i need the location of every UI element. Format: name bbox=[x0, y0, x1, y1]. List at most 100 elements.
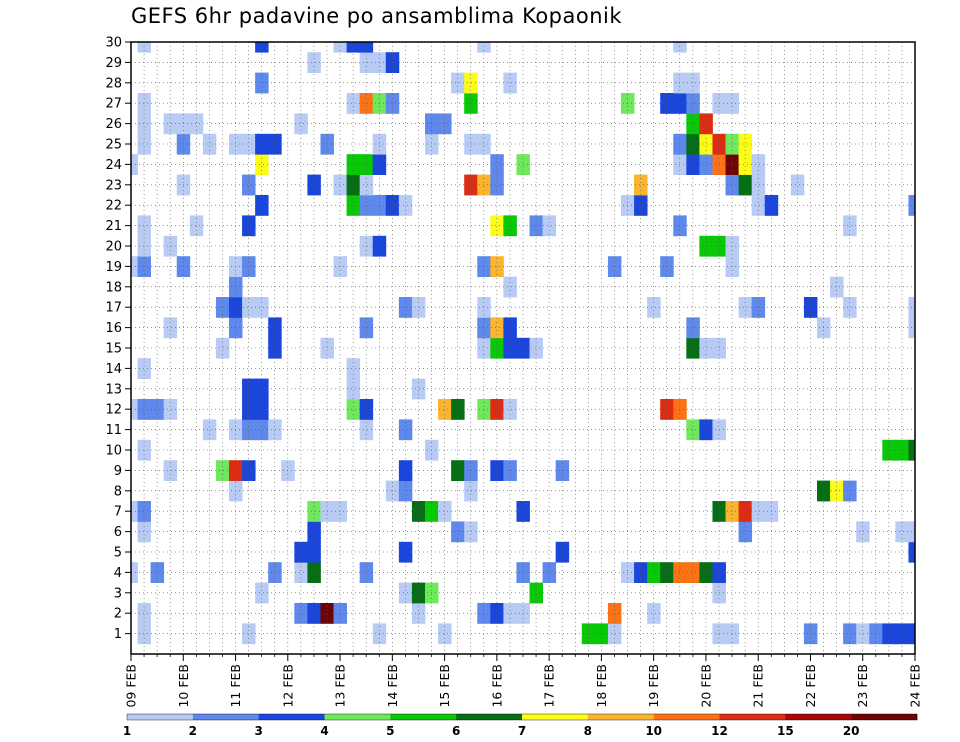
heatmap-cell bbox=[131, 501, 138, 522]
y-tick-label: 14 bbox=[105, 362, 122, 377]
heatmap-cell bbox=[131, 154, 138, 175]
colorbar-segment bbox=[587, 714, 654, 720]
heatmap-cell bbox=[346, 399, 361, 420]
heatmap-cell bbox=[438, 501, 452, 522]
heatmap-cell bbox=[686, 337, 700, 359]
heatmap-cell bbox=[255, 297, 269, 318]
colorbar-frame bbox=[126, 713, 918, 721]
colorbar-segment bbox=[785, 714, 852, 720]
heatmap-cell bbox=[137, 358, 151, 379]
heatmap-cell bbox=[346, 358, 361, 379]
heatmap-cell bbox=[268, 133, 282, 155]
y-tick-label: 9 bbox=[114, 464, 122, 479]
y-tick-label: 23 bbox=[105, 178, 122, 193]
heatmap-cell bbox=[346, 154, 361, 175]
heatmap-cell bbox=[856, 521, 870, 543]
heatmap-cell bbox=[307, 603, 321, 624]
heatmap-cell bbox=[738, 133, 753, 155]
heatmap-cell bbox=[555, 541, 570, 563]
y-tick-label: 12 bbox=[105, 403, 122, 418]
heatmap-cell bbox=[255, 378, 269, 400]
heatmap-cell bbox=[242, 399, 256, 420]
heatmap-cell bbox=[307, 174, 321, 196]
heatmap-cell bbox=[738, 501, 753, 522]
y-tick-label: 30 bbox=[105, 36, 122, 51]
heatmap-cell bbox=[464, 174, 478, 196]
y-tick-label: 3 bbox=[114, 586, 122, 601]
heatmap-cell bbox=[255, 154, 269, 175]
y-tick-label: 25 bbox=[105, 138, 122, 153]
heatmap-cell bbox=[843, 297, 857, 318]
y-axis-ticks: 1234567891011121314151617181920212223242… bbox=[105, 36, 131, 642]
heatmap-cell bbox=[242, 297, 256, 318]
heatmap-cell bbox=[411, 501, 426, 522]
colorbar-label: 15 bbox=[777, 724, 794, 738]
x-tick-label: 18 FEB bbox=[594, 664, 609, 708]
heatmap-cell bbox=[346, 174, 361, 196]
heatmap-cell bbox=[242, 174, 256, 196]
colorbar-segment bbox=[192, 714, 259, 720]
heatmap-cell bbox=[411, 603, 426, 624]
heatmap-cell bbox=[607, 603, 622, 624]
heatmap-cell bbox=[699, 419, 713, 441]
x-tick-label: 23 FEB bbox=[855, 664, 870, 708]
heatmap-cell bbox=[137, 603, 151, 624]
heatmap-cell bbox=[725, 93, 739, 114]
heatmap-cell bbox=[843, 215, 857, 237]
heatmap-cell bbox=[725, 501, 739, 522]
heatmap-cell bbox=[725, 623, 739, 645]
y-tick-label: 8 bbox=[114, 484, 122, 499]
heatmap-cell bbox=[242, 215, 256, 237]
colorbar-label: 8 bbox=[584, 724, 592, 738]
heatmap-cell bbox=[255, 419, 269, 441]
heatmap-cell bbox=[294, 113, 308, 135]
heatmap-cell bbox=[294, 541, 308, 563]
heatmap-cell bbox=[333, 174, 347, 196]
heatmap-cell bbox=[895, 623, 909, 645]
heatmap-cell bbox=[385, 195, 400, 216]
heatmap-cell bbox=[490, 154, 504, 175]
x-tick-label: 13 FEB bbox=[333, 664, 348, 708]
colorbar-label: 12 bbox=[711, 724, 728, 738]
y-tick-label: 26 bbox=[105, 117, 122, 132]
heatmap-cell bbox=[255, 195, 269, 216]
heatmap-cell bbox=[255, 133, 269, 155]
heatmap-cell bbox=[242, 378, 256, 400]
heatmap-cell bbox=[647, 603, 661, 624]
heatmap-cell bbox=[673, 42, 687, 53]
heatmap-cell bbox=[346, 195, 361, 216]
heatmap-cell bbox=[255, 399, 269, 420]
heatmap-cell bbox=[451, 521, 465, 543]
colorbar-label: 5 bbox=[386, 724, 394, 738]
heatmap-cell bbox=[490, 603, 504, 624]
heatmap-cell bbox=[738, 297, 753, 318]
heatmap-cell bbox=[503, 337, 517, 359]
heatmap-cell bbox=[137, 133, 151, 155]
x-tick-label: 22 FEB bbox=[803, 664, 818, 708]
heatmap-cell bbox=[202, 133, 217, 155]
heatmap-cell bbox=[255, 42, 269, 53]
heatmap-cell bbox=[451, 399, 465, 420]
heatmap-cell bbox=[751, 174, 766, 196]
colorbar-label: 1 bbox=[123, 724, 131, 738]
chart-title: GEFS 6hr padavine po ansamblima Kopaonik bbox=[131, 4, 623, 28]
y-tick-label: 19 bbox=[105, 260, 122, 275]
heatmap-cell bbox=[411, 378, 426, 400]
heatmap-cell bbox=[464, 521, 478, 543]
heatmap-cell bbox=[634, 195, 648, 216]
heatmap-cell bbox=[189, 113, 204, 135]
heatmap-cell bbox=[503, 317, 517, 339]
heatmap-cell bbox=[202, 419, 217, 441]
heatmap-cells bbox=[131, 42, 916, 645]
heatmap-cell bbox=[594, 623, 609, 645]
heatmap-cell bbox=[490, 174, 504, 196]
x-tick-label: 09 FEB bbox=[124, 664, 139, 708]
heatmap-cell bbox=[359, 399, 374, 420]
y-tick-label: 28 bbox=[105, 76, 122, 91]
heatmap-cell bbox=[242, 623, 256, 645]
heatmap-cell bbox=[346, 93, 361, 114]
heatmap-cell bbox=[490, 399, 504, 420]
heatmap-cell bbox=[660, 93, 674, 114]
y-tick-label: 1 bbox=[114, 627, 122, 642]
